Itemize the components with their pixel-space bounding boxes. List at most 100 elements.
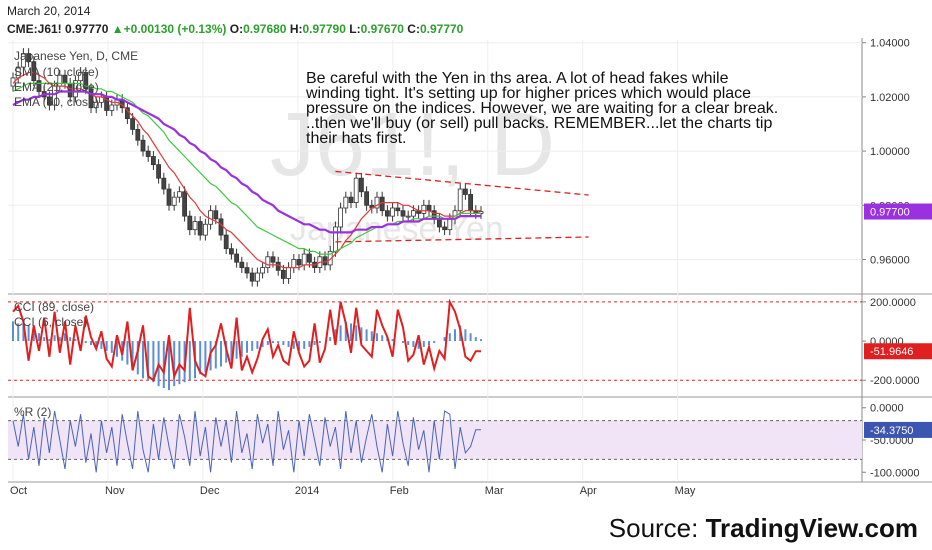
- legend-entry: CCI (6, close): [14, 315, 87, 329]
- candle-body[interactable]: [156, 164, 162, 179]
- candle-body[interactable]: [254, 272, 260, 282]
- candle-body[interactable]: [358, 177, 364, 193]
- high-value: 0.97790: [302, 22, 346, 36]
- candle-body[interactable]: [286, 267, 292, 279]
- candle-body[interactable]: [78, 72, 83, 82]
- source-credit: Source: TradingView.com: [609, 513, 918, 544]
- candle-body[interactable]: [223, 234, 229, 250]
- candle-body[interactable]: [218, 218, 224, 236]
- candle-body[interactable]: [145, 150, 151, 157]
- cci89-bar: [147, 341, 150, 381]
- symbol-label[interactable]: CME:J61!: [7, 22, 62, 36]
- candle-body[interactable]: [457, 188, 463, 212]
- cci89-bar: [173, 341, 176, 387]
- candle-body[interactable]: [36, 80, 42, 92]
- candle-body[interactable]: [364, 191, 370, 206]
- cci89-bar: [43, 337, 46, 342]
- candle-body[interactable]: [265, 256, 271, 269]
- candle-body[interactable]: [93, 101, 99, 109]
- cci89-bar: [261, 341, 264, 347]
- legend-entry: EMA (50, close): [14, 95, 99, 109]
- candle-body[interactable]: [462, 188, 468, 195]
- candle-body[interactable]: [400, 210, 406, 217]
- candle-body[interactable]: [140, 139, 146, 152]
- candle-body[interactable]: [166, 188, 172, 206]
- candle-body[interactable]: [338, 207, 344, 228]
- trend-line[interactable]: [335, 170, 589, 196]
- candle-body[interactable]: [249, 272, 255, 282]
- candle-body[interactable]: [468, 194, 474, 212]
- candle-body[interactable]: [239, 261, 245, 269]
- candle-body[interactable]: [405, 215, 411, 218]
- candle-body[interactable]: [343, 196, 349, 209]
- candle-body[interactable]: [31, 61, 37, 82]
- candle-body[interactable]: [213, 210, 219, 220]
- trend-line[interactable]: [335, 236, 589, 243]
- candle-body[interactable]: [197, 221, 203, 236]
- candle-body[interactable]: [395, 207, 401, 212]
- cci89-bar: [433, 341, 436, 344]
- cci89-bar: [391, 339, 394, 342]
- candle-body[interactable]: [348, 196, 354, 203]
- candle-body[interactable]: [280, 269, 286, 279]
- x-tick-label: Mar: [485, 485, 504, 497]
- ma-line: [12, 90, 481, 234]
- candle-body[interactable]: [390, 207, 396, 217]
- candle-body[interactable]: [130, 118, 136, 130]
- candle-body[interactable]: [161, 177, 167, 190]
- open-value: 0.97680: [243, 22, 287, 36]
- cci89-bar: [168, 341, 170, 391]
- candle-body[interactable]: [244, 267, 250, 274]
- x-tick-label: 2014: [295, 485, 319, 497]
- candle-body[interactable]: [291, 259, 297, 269]
- candle-body[interactable]: [421, 204, 427, 214]
- cci89-bar: [95, 341, 98, 347]
- annotation-line: pressure on the indices. However, we are…: [306, 100, 779, 117]
- candle-body[interactable]: [176, 191, 182, 198]
- candle-body[interactable]: [20, 53, 26, 68]
- candle-body[interactable]: [447, 218, 453, 231]
- candle-body[interactable]: [234, 253, 240, 263]
- source-brand: TradingView.com: [705, 513, 918, 543]
- candle-body[interactable]: [47, 96, 52, 106]
- candle-body[interactable]: [306, 253, 312, 263]
- candle-body[interactable]: [384, 210, 390, 217]
- cci89-bar: [22, 319, 25, 342]
- cci89-bar: [344, 321, 347, 342]
- candle-body[interactable]: [135, 129, 141, 141]
- candle-body[interactable]: [296, 259, 302, 266]
- candle-body[interactable]: [109, 104, 115, 111]
- cci89-bar: [53, 335, 56, 342]
- candle-body[interactable]: [270, 256, 276, 263]
- legend-entry: %R (2): [14, 405, 51, 419]
- candle-body[interactable]: [202, 223, 208, 236]
- candle-body[interactable]: [26, 53, 32, 63]
- cci89-bar: [350, 323, 352, 342]
- cci89-bar: [64, 333, 66, 342]
- candle-body[interactable]: [228, 248, 234, 255]
- cci89-bar: [246, 341, 248, 353]
- open-label: O:: [229, 22, 244, 36]
- candle-body[interactable]: [88, 88, 94, 109]
- candle-body[interactable]: [436, 218, 442, 228]
- candle-body[interactable]: [260, 267, 266, 274]
- candle-body[interactable]: [442, 226, 448, 231]
- candle-body[interactable]: [426, 204, 432, 212]
- wr-last-tag-label: -34.3750: [870, 425, 913, 437]
- candle-body[interactable]: [182, 191, 188, 217]
- candle-body[interactable]: [410, 210, 416, 217]
- chart-title: Japanese Yen, D, CME: [14, 49, 138, 63]
- candle-body[interactable]: [187, 215, 193, 231]
- cci89-bar: [428, 341, 430, 345]
- candle-body[interactable]: [332, 226, 338, 252]
- candle-body[interactable]: [192, 221, 198, 231]
- candle-body[interactable]: [353, 177, 359, 203]
- candle-body[interactable]: [431, 210, 437, 220]
- cci89-bar: [204, 341, 207, 373]
- candle-body[interactable]: [150, 156, 156, 166]
- candle-body[interactable]: [171, 196, 177, 206]
- candle-body[interactable]: [374, 196, 380, 209]
- candle-body[interactable]: [301, 253, 307, 266]
- candle-body[interactable]: [83, 72, 89, 90]
